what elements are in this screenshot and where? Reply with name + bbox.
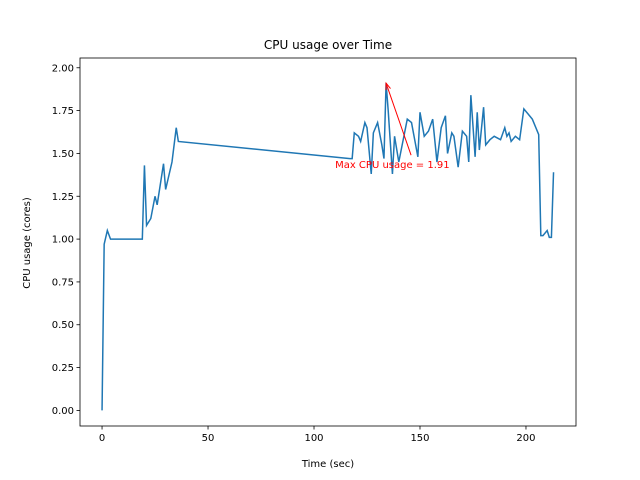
y-tick-label: 0.75 (52, 277, 74, 288)
chart-title: CPU usage over Time (264, 38, 392, 52)
data-line (101, 83, 555, 411)
y-tick-label: 1.75 (52, 106, 74, 117)
annotation-arrow (385, 83, 412, 156)
y-tick-label: 0.50 (52, 320, 74, 331)
x-tick-label: 0 (99, 433, 105, 444)
y-tick-label: 1.00 (52, 235, 74, 246)
x-tick-label: 100 (304, 433, 323, 444)
x-tick-label: 200 (516, 433, 535, 444)
y-axis-label: CPU usage (cores) (22, 197, 33, 289)
y-tick-label: 0.00 (52, 406, 74, 417)
plot-frame (79, 57, 577, 427)
annotation-text: Max CPU usage = 1.91 (335, 160, 450, 171)
y-tick-label: 2.00 (52, 63, 74, 74)
y-tick-label: 1.25 (52, 192, 74, 203)
x-tick-label: 150 (410, 433, 429, 444)
y-tick-label: 0.25 (52, 363, 74, 374)
x-tick-label: 50 (202, 433, 215, 444)
annotation-arrowhead (385, 81, 391, 91)
y-tick-label: 1.50 (52, 149, 74, 160)
x-axis-label: Time (sec) (301, 459, 354, 470)
